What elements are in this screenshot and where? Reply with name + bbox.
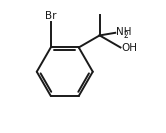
Text: OH: OH (121, 43, 137, 53)
Text: NH: NH (116, 27, 131, 37)
Text: Br: Br (45, 11, 56, 21)
Text: 2: 2 (124, 31, 129, 40)
